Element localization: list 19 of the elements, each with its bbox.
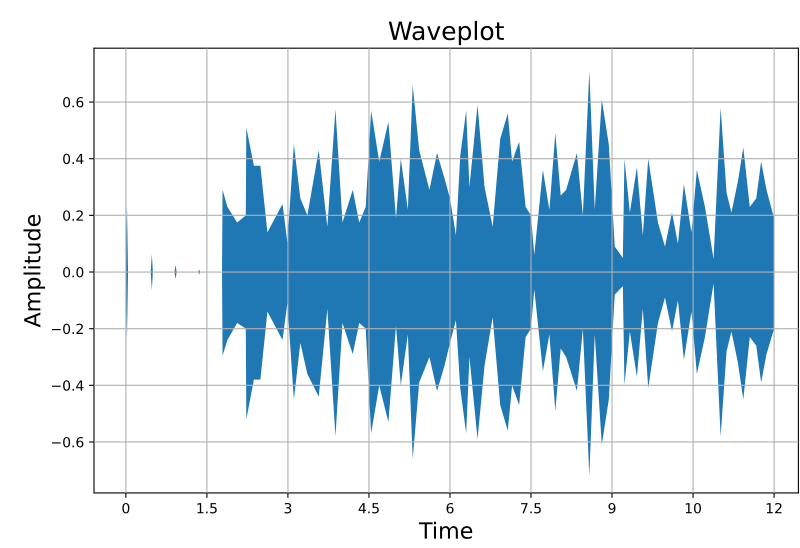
x-axis-title: Time	[418, 522, 472, 539]
chart-title: Waveplot	[388, 20, 504, 46]
x-tick-label: 9	[608, 502, 616, 514]
x-tick-label: 3	[284, 502, 292, 514]
x-tick-label: 10	[686, 502, 701, 514]
x-tick-label: 7.5	[521, 503, 541, 514]
x-tick-label: 4.5	[358, 503, 379, 514]
y-tick-label: −0.4	[52, 380, 84, 391]
x-tick-label: 1.5	[197, 503, 217, 514]
y-tick-label: −0.2	[52, 324, 83, 334]
x-tick-label: 6	[446, 502, 454, 514]
y-tick-label: −0.6	[52, 436, 84, 448]
y-axis-title: Amplitude	[23, 214, 45, 328]
y-tick-label: 0.4	[63, 154, 84, 164]
y-tick-label: 0.2	[63, 210, 83, 221]
y-tick-label: 0.0	[63, 266, 84, 278]
y-tick-label: 0.6	[63, 97, 84, 108]
x-tick-label: 0	[122, 502, 130, 514]
x-tick-label: 12	[766, 502, 782, 514]
